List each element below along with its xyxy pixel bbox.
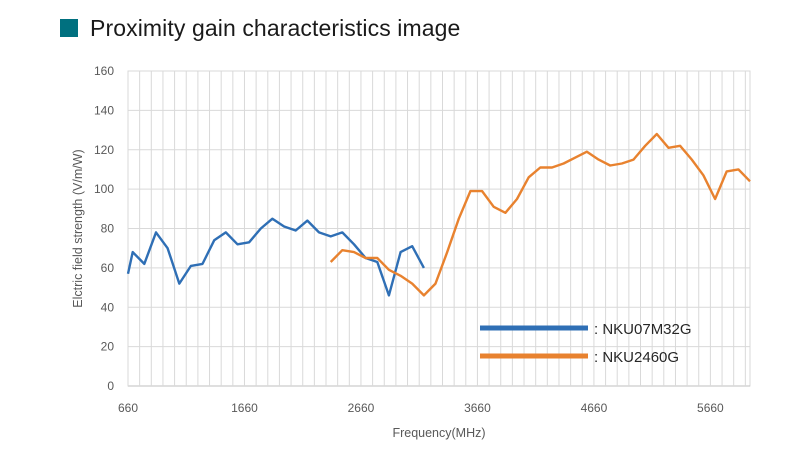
x-tick-label: 3660 [464,401,491,415]
heading-marker-square [60,19,78,37]
y-tick-label: 20 [101,340,115,354]
x-tick-label: 2660 [348,401,375,415]
y-axis-label: Elctric field strength (V/m/W) [71,149,85,307]
x-tick-label: 660 [118,401,138,415]
series-line [329,132,751,297]
chart-grid [127,70,751,387]
y-tick-label: 40 [101,300,115,314]
series-line [126,217,425,297]
y-tick-label: 0 [107,379,114,393]
x-axis-ticks: 660 1660 2660 3660 4660 5660 [118,401,724,415]
x-axis-label: Frequency(MHz) [392,426,485,440]
y-tick-label: 120 [94,143,114,157]
chart-title: Proximity gain characteristics image [90,14,461,41]
legend-label: : NKU2460G [594,349,679,366]
y-tick-label: 160 [94,64,114,78]
x-tick-label: 5660 [697,401,724,415]
chart-heading: Proximity gain characteristics image [60,13,460,43]
y-axis-ticks: 0 20 40 60 80 100 120 140 160 [94,64,114,393]
legend-label: : NKU07M32G [594,321,692,338]
y-tick-label: 140 [94,103,114,117]
y-tick-label: 100 [94,182,114,196]
x-tick-label: 1660 [231,401,258,415]
chart-legend: : NKU07M32G : NKU2460G [480,321,692,366]
y-tick-label: 60 [101,261,115,275]
series-lines [126,132,751,297]
x-tick-label: 4660 [581,401,608,415]
y-tick-label: 80 [101,222,115,236]
